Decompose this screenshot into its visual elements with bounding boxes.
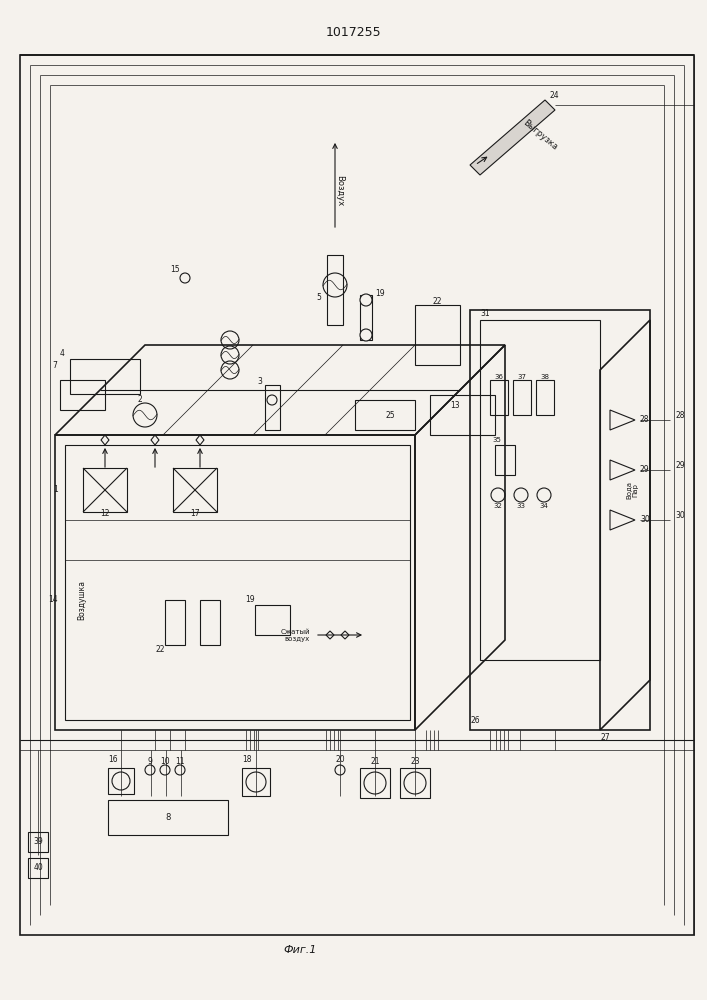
- Text: 28: 28: [675, 410, 684, 420]
- Text: 13: 13: [450, 400, 460, 410]
- Text: 23: 23: [410, 758, 420, 766]
- Text: Воздушка: Воздушка: [78, 580, 86, 620]
- Text: 30: 30: [640, 516, 650, 524]
- Bar: [28, 832, 48, 852]
- Bar: [28, 858, 48, 878]
- Text: 27: 27: [600, 733, 610, 742]
- Circle shape: [360, 329, 372, 341]
- Text: 17: 17: [190, 508, 200, 518]
- Text: 16: 16: [108, 756, 117, 764]
- Bar: [60, 380, 105, 410]
- Text: 29: 29: [675, 460, 684, 470]
- Text: Фиг.1: Фиг.1: [284, 945, 317, 955]
- Text: 10: 10: [160, 758, 170, 766]
- Text: 9: 9: [148, 758, 153, 766]
- Text: 22: 22: [156, 646, 165, 654]
- Text: 2: 2: [138, 395, 142, 404]
- Bar: [355, 400, 415, 430]
- Bar: [83, 468, 127, 512]
- Text: 38: 38: [540, 374, 549, 380]
- Text: 18: 18: [242, 756, 252, 764]
- Circle shape: [360, 294, 372, 306]
- Text: Выгрузка: Выгрузка: [521, 118, 559, 152]
- Text: 14: 14: [48, 595, 58, 604]
- Text: 34: 34: [539, 503, 549, 509]
- Text: 4: 4: [59, 350, 64, 359]
- Bar: [490, 380, 508, 415]
- Text: 37: 37: [518, 374, 527, 380]
- Bar: [108, 800, 228, 835]
- Text: 25: 25: [385, 410, 395, 420]
- Text: 35: 35: [493, 437, 501, 443]
- Text: 12: 12: [100, 508, 110, 518]
- Bar: [360, 768, 390, 798]
- Text: 1017255: 1017255: [325, 25, 381, 38]
- Text: 19: 19: [245, 595, 255, 604]
- Bar: [327, 255, 343, 325]
- Text: 11: 11: [175, 758, 185, 766]
- Text: 15: 15: [170, 265, 180, 274]
- Bar: [495, 445, 515, 475]
- Bar: [470, 310, 650, 730]
- Text: 30: 30: [675, 510, 685, 520]
- Bar: [430, 395, 495, 435]
- Text: 39: 39: [33, 838, 43, 846]
- Bar: [108, 768, 134, 794]
- Bar: [69, 359, 139, 394]
- Text: 36: 36: [494, 374, 503, 380]
- Bar: [55, 435, 415, 730]
- Text: 21: 21: [370, 758, 380, 766]
- Text: 32: 32: [493, 503, 503, 509]
- Bar: [242, 768, 270, 796]
- Text: 8: 8: [165, 812, 170, 822]
- Text: 5: 5: [316, 294, 321, 302]
- Text: 22: 22: [432, 298, 442, 306]
- Text: 33: 33: [517, 503, 525, 509]
- Bar: [173, 468, 217, 512]
- Bar: [65, 445, 410, 720]
- Bar: [165, 600, 185, 645]
- Text: 3: 3: [257, 377, 262, 386]
- Text: Вода
Пар: Вода Пар: [626, 481, 638, 499]
- Text: Воздух: Воздух: [336, 175, 344, 206]
- Bar: [255, 605, 290, 635]
- Bar: [20, 55, 694, 935]
- Bar: [265, 385, 280, 430]
- Text: 31: 31: [480, 309, 490, 318]
- Text: 7: 7: [52, 360, 57, 369]
- Text: 26: 26: [470, 716, 480, 725]
- Bar: [360, 295, 372, 340]
- Polygon shape: [470, 100, 555, 175]
- Bar: [200, 600, 220, 645]
- Text: 20: 20: [335, 756, 345, 764]
- Text: 19: 19: [375, 288, 385, 298]
- Text: Сжатый
воздух: Сжатый воздух: [281, 629, 310, 642]
- Bar: [536, 380, 554, 415]
- Text: 40: 40: [33, 863, 43, 872]
- Text: 24: 24: [550, 91, 560, 100]
- Bar: [415, 305, 460, 365]
- Bar: [513, 380, 531, 415]
- Text: 29: 29: [640, 466, 650, 475]
- Bar: [480, 320, 600, 660]
- Text: 28: 28: [640, 416, 650, 424]
- Bar: [400, 768, 430, 798]
- Text: 1: 1: [53, 486, 58, 494]
